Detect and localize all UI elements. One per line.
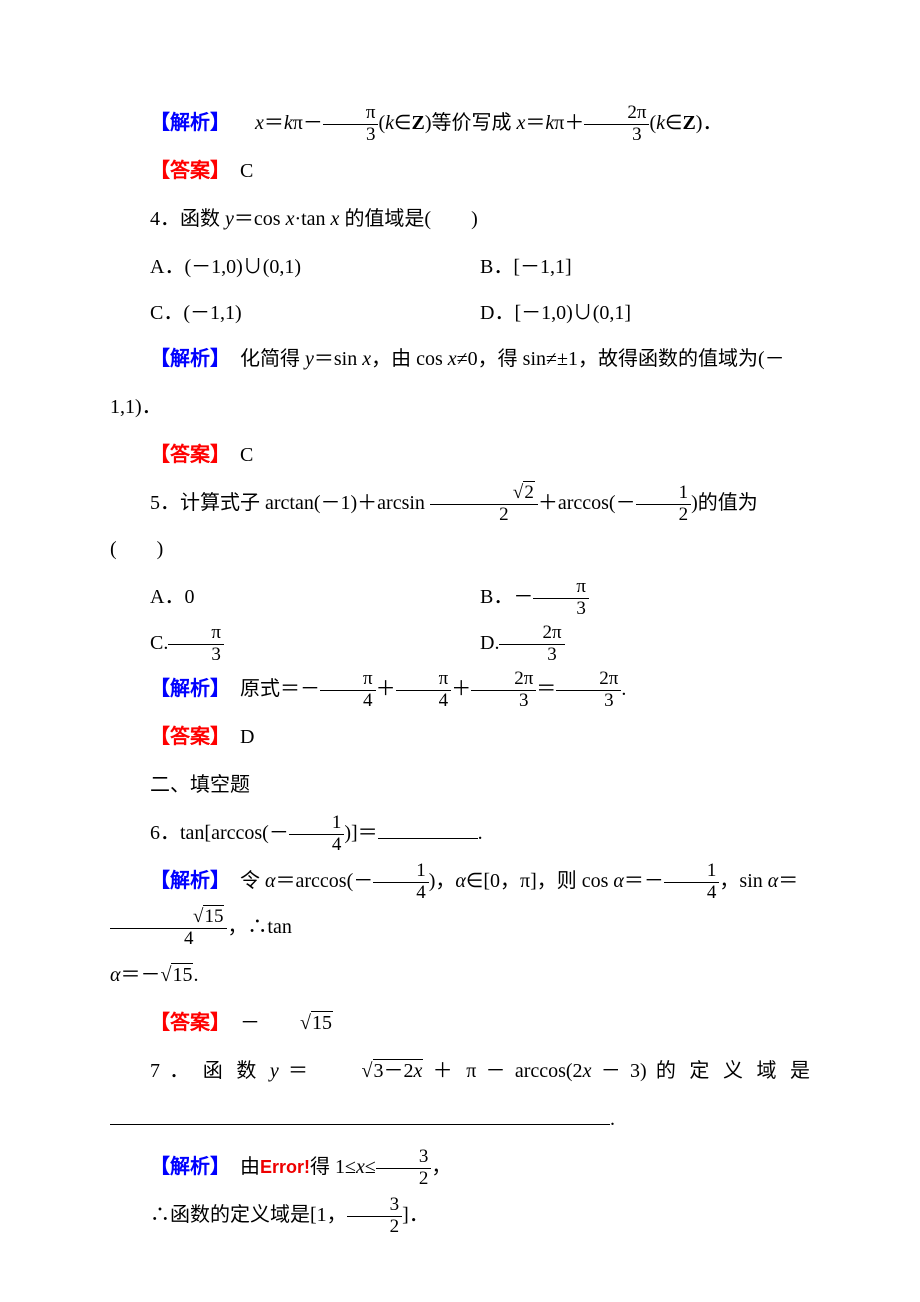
answer-3: 【答案】 C — [110, 148, 810, 194]
option-4d: D．[－1,0)∪(0,1] — [440, 290, 810, 336]
option-5b: B．－π3 — [440, 574, 810, 620]
answer-label: 【答案】 — [150, 1012, 220, 1034]
question-4-options-row2: C．(－1,1) D．[－1,0)∪(0,1] — [110, 290, 810, 336]
fill-blank — [378, 819, 478, 839]
answer-label: 【答案】 — [150, 160, 220, 182]
analysis-label: 【解析】 — [150, 870, 220, 892]
answer-label: 【答案】 — [150, 726, 220, 748]
question-4-stem: 4．函数 y＝cos x·tan x 的值域是( ) — [110, 196, 810, 242]
question-5-stem: 5．计算式子 arctan(－1)＋arcsin 22＋arccos(－12)的… — [110, 480, 810, 572]
question-7-stem: 7 ． 函 数 y ＝ 3－2x ＋ π － arccos(2x － 3) 的 … — [110, 1048, 810, 1094]
analysis-7-cont: ∴函数的定义域是[1，32]． — [110, 1192, 810, 1238]
option-4c: C．(－1,1) — [110, 290, 440, 336]
analysis-3: 【解析】 x＝kπ－π3(k∈Z)等价写成 x＝kπ＋2π3(k∈Z)． — [110, 100, 810, 146]
analysis-7: 【解析】 由Error!得 1≤x≤32， — [110, 1144, 810, 1190]
section-2-heading: 二、填空题 — [110, 762, 810, 808]
question-7-blank: . — [110, 1096, 810, 1142]
analysis-6-cont: α＝－15. — [110, 952, 810, 998]
option-4b: B．[－1,1] — [440, 244, 810, 290]
answer-6: 【答案】 －15 — [110, 1000, 810, 1046]
answer-5: 【答案】 D — [110, 714, 810, 760]
option-5d: D.2π3 — [440, 620, 810, 666]
option-4a: A．(－1,0)∪(0,1) — [110, 244, 440, 290]
question-5-options-row2: C.π3 D.2π3 — [110, 620, 810, 666]
analysis-4: 【解析】 化简得 y＝sin x，由 cos x≠0，得 sin≠±1，故得函数… — [110, 336, 810, 382]
answer-label: 【答案】 — [150, 444, 220, 466]
analysis-label: 【解析】 — [150, 348, 220, 370]
analysis-4-cont: 1,1)． — [110, 384, 810, 430]
analysis-label: 【解析】 — [150, 1156, 220, 1178]
analysis-6: 【解析】 令 α＝arccos(－14)，α∈[0，π]，则 cos α＝－14… — [110, 858, 810, 950]
error-label: Error! — [260, 1157, 310, 1177]
question-6-stem: 6．tan[arccos(－14)]＝. — [110, 810, 810, 856]
option-5a: A．0 — [110, 574, 440, 620]
analysis-label: 【解析】 — [150, 112, 230, 134]
answer-4: 【答案】 C — [110, 432, 810, 478]
fill-blank-long — [110, 1105, 610, 1125]
question-5-options-row1: A．0 B．－π3 — [110, 574, 810, 620]
option-5c: C.π3 — [110, 620, 440, 666]
question-4-options-row1: A．(－1,0)∪(0,1) B．[－1,1] — [110, 244, 810, 290]
analysis-5: 【解析】 原式＝－π4＋π4＋2π3＝2π3. — [110, 666, 810, 712]
analysis-label: 【解析】 — [150, 678, 220, 700]
